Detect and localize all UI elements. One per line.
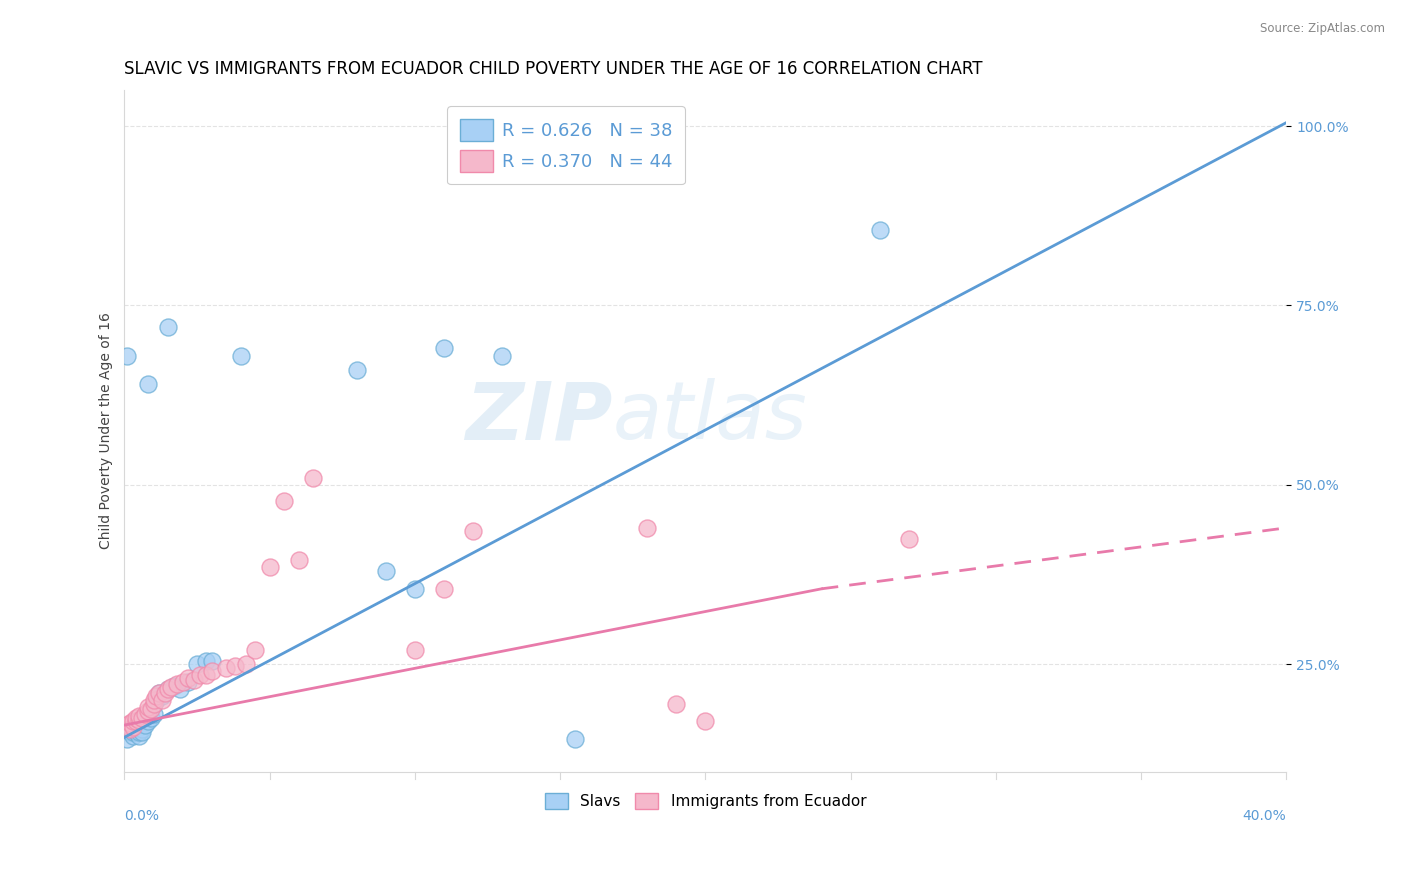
Point — [117, 732, 139, 747]
Point — [117, 349, 139, 363]
Point — [125, 711, 148, 725]
Point — [128, 713, 150, 727]
Point — [122, 714, 145, 729]
Point — [273, 493, 295, 508]
Point — [153, 686, 176, 700]
Point — [134, 718, 156, 732]
Point — [201, 653, 224, 667]
Point — [433, 342, 456, 356]
Point — [215, 661, 238, 675]
Point — [172, 675, 194, 690]
Legend: Slavs, Immigrants from Ecuador: Slavs, Immigrants from Ecuador — [538, 787, 872, 815]
Point — [160, 680, 183, 694]
Point — [142, 693, 165, 707]
Point — [125, 725, 148, 739]
Point — [177, 672, 200, 686]
Point — [235, 657, 257, 672]
Point — [136, 377, 159, 392]
Point — [564, 732, 586, 747]
Point — [125, 714, 148, 729]
Point — [897, 532, 920, 546]
Point — [122, 729, 145, 743]
Point — [433, 582, 456, 596]
Point — [142, 707, 165, 722]
Text: 0.0%: 0.0% — [125, 809, 159, 823]
Point — [245, 642, 267, 657]
Point — [157, 320, 180, 334]
Text: ZIP: ZIP — [465, 378, 613, 457]
Text: SLAVIC VS IMMIGRANTS FROM ECUADOR CHILD POVERTY UNDER THE AGE OF 16 CORRELATION : SLAVIC VS IMMIGRANTS FROM ECUADOR CHILD … — [125, 60, 983, 78]
Point — [120, 725, 142, 739]
Point — [139, 711, 162, 725]
Point — [145, 693, 167, 707]
Point — [128, 708, 150, 723]
Point — [131, 722, 153, 736]
Point — [136, 700, 159, 714]
Point — [869, 223, 891, 237]
Point — [374, 564, 396, 578]
Point — [287, 553, 309, 567]
Point — [139, 701, 162, 715]
Text: Source: ZipAtlas.com: Source: ZipAtlas.com — [1260, 22, 1385, 36]
Point — [150, 690, 173, 704]
Point — [120, 715, 142, 730]
Point — [229, 349, 252, 363]
Point — [131, 711, 153, 725]
Point — [183, 673, 205, 687]
Point — [134, 711, 156, 725]
Point — [150, 693, 173, 707]
Point — [491, 349, 513, 363]
Point — [346, 363, 368, 377]
Point — [122, 719, 145, 733]
Point — [166, 677, 188, 691]
Point — [122, 725, 145, 739]
Point — [224, 658, 246, 673]
Point — [665, 697, 688, 711]
Text: atlas: atlas — [613, 378, 807, 457]
Point — [136, 714, 159, 729]
Point — [194, 668, 217, 682]
Point — [302, 470, 325, 484]
Point — [404, 582, 426, 596]
Point — [131, 725, 153, 739]
Point — [636, 521, 658, 535]
Point — [194, 653, 217, 667]
Y-axis label: Child Poverty Under the Age of 16: Child Poverty Under the Age of 16 — [100, 312, 114, 549]
Point — [695, 714, 717, 729]
Point — [157, 682, 180, 697]
Point — [169, 682, 191, 697]
Point — [148, 686, 170, 700]
Point — [136, 704, 159, 718]
Point — [177, 675, 200, 690]
Point — [128, 729, 150, 743]
Point — [404, 642, 426, 657]
Point — [117, 718, 139, 732]
Point — [120, 722, 142, 736]
Point — [148, 686, 170, 700]
Point — [259, 560, 281, 574]
Point — [134, 707, 156, 722]
Point — [461, 524, 484, 539]
Point — [188, 668, 211, 682]
Text: 40.0%: 40.0% — [1243, 809, 1286, 823]
Point — [201, 665, 224, 679]
Point — [128, 725, 150, 739]
Point — [125, 722, 148, 736]
Point — [157, 682, 180, 697]
Point — [186, 657, 208, 672]
Point — [145, 690, 167, 704]
Point — [142, 697, 165, 711]
Point — [142, 697, 165, 711]
Point — [163, 679, 186, 693]
Point — [120, 722, 142, 736]
